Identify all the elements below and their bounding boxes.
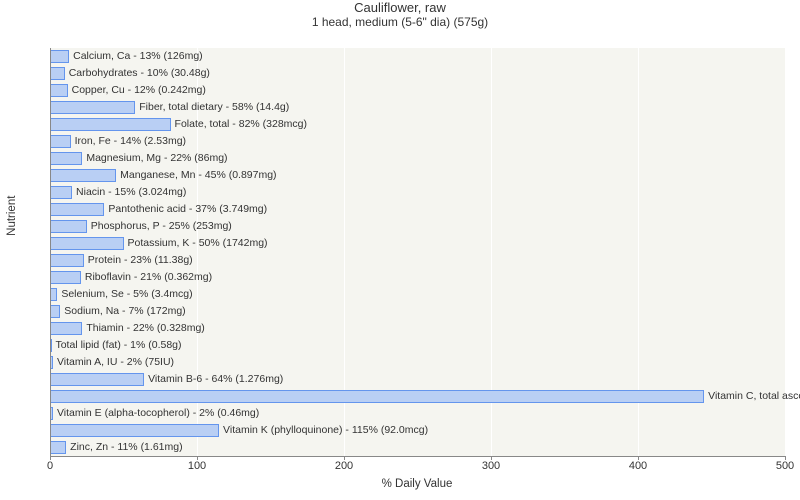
chart-title: Cauliflower, raw (0, 0, 800, 15)
nutrient-bar (50, 441, 66, 454)
x-tick-label: 0 (47, 460, 53, 472)
nutrition-chart: Cauliflower, raw 1 head, medium (5-6" di… (0, 0, 800, 500)
nutrient-bar (50, 186, 72, 199)
nutrient-bar-label: Thiamin - 22% (0.328mg) (82, 322, 204, 335)
x-tick-label: 500 (776, 460, 794, 472)
nutrient-bar (50, 322, 82, 335)
x-axis-label: % Daily Value (382, 478, 453, 490)
y-axis-line (50, 48, 51, 456)
nutrient-bar-label: Sodium, Na - 7% (172mg) (60, 305, 185, 318)
nutrient-bar (50, 424, 219, 437)
nutrient-bar-label: Calcium, Ca - 13% (126mg) (69, 50, 203, 63)
plot-area: Calcium, Ca - 13% (126mg) Carbohydrates -… (50, 48, 785, 456)
nutrient-bar (50, 152, 82, 165)
nutrient-bar-label: Copper, Cu - 12% (0.242mg) (68, 84, 206, 97)
nutrient-bar (50, 305, 60, 318)
nutrient-bar (50, 203, 104, 216)
nutrient-bar (50, 237, 124, 250)
nutrient-bar-label: Magnesium, Mg - 22% (86mg) (82, 152, 227, 165)
nutrient-bar-label: Vitamin B-6 - 64% (1.276mg) (144, 373, 283, 386)
nutrient-bar-label: Vitamin C, total ascorbic acid - 445% (2… (704, 390, 800, 403)
nutrient-bar-label: Fiber, total dietary - 58% (14.4g) (135, 101, 289, 114)
nutrient-bar-label: Potassium, K - 50% (1742mg) (124, 237, 268, 250)
nutrient-bar-label: Protein - 23% (11.38g) (84, 254, 193, 267)
nutrient-bar (50, 67, 65, 80)
nutrient-bar-label: Vitamin A, IU - 2% (75IU) (53, 356, 174, 369)
nutrient-bar (50, 118, 171, 131)
nutrient-bar-label: Carbohydrates - 10% (30.48g) (65, 67, 210, 80)
nutrient-bar (50, 254, 84, 267)
nutrient-bar (50, 84, 68, 97)
y-axis-label: Nutrient (6, 196, 18, 236)
nutrient-bar-label: Phosphorus, P - 25% (253mg) (87, 220, 232, 233)
nutrient-bar-label: Vitamin K (phylloquinone) - 115% (92.0mc… (219, 424, 428, 437)
nutrient-bar (50, 135, 71, 148)
nutrient-bar (50, 271, 81, 284)
nutrient-bar-label: Riboflavin - 21% (0.362mg) (81, 271, 212, 284)
x-tick-label: 200 (335, 460, 353, 472)
nutrient-bar-label: Iron, Fe - 14% (2.53mg) (71, 135, 186, 148)
nutrient-bar (50, 101, 135, 114)
x-tick-label: 300 (482, 460, 500, 472)
x-tick-label: 100 (188, 460, 206, 472)
nutrient-bar-label: Manganese, Mn - 45% (0.897mg) (116, 169, 276, 182)
nutrient-bar-label: Zinc, Zn - 11% (1.61mg) (66, 441, 182, 454)
nutrient-bar (50, 169, 116, 182)
nutrient-bar-label: Pantothenic acid - 37% (3.749mg) (104, 203, 267, 216)
nutrient-bar-label: Selenium, Se - 5% (3.4mcg) (57, 288, 192, 301)
nutrient-bar (50, 390, 704, 403)
nutrient-bar (50, 373, 144, 386)
nutrient-bar-label: Niacin - 15% (3.024mg) (72, 186, 186, 199)
nutrient-bar-label: Folate, total - 82% (328mcg) (171, 118, 307, 131)
nutrient-bar-label: Total lipid (fat) - 1% (0.58g) (51, 339, 181, 352)
x-tick-label: 400 (629, 460, 647, 472)
nutrient-bar (50, 50, 69, 63)
nutrient-bar (50, 220, 87, 233)
nutrient-bar-label: Vitamin E (alpha-tocopherol) - 2% (0.46m… (53, 407, 259, 420)
chart-subtitle: 1 head, medium (5-6" dia) (575g) (0, 15, 800, 29)
nutrient-bar (50, 288, 57, 301)
